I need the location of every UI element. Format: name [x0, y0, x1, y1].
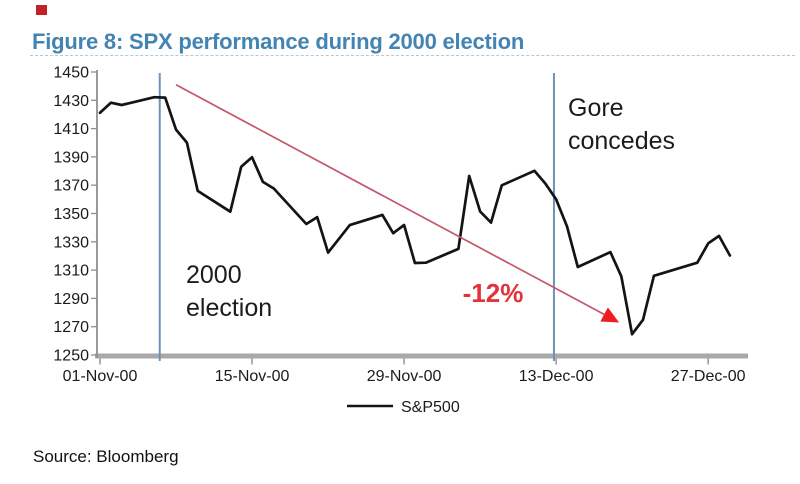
figure-title: Figure 8: SPX performance during 2000 el… [32, 29, 525, 54]
y-tick-label: 1350 [53, 206, 89, 223]
annotation-gore-concedes-line2: concedes [568, 127, 675, 155]
y-tick-label: 1250 [53, 348, 89, 365]
x-tick-label: 29-Nov-00 [367, 368, 442, 385]
x-tick-label: 01-Nov-00 [63, 368, 138, 385]
y-tick-label: 1310 [53, 263, 89, 280]
annotation-gore-concedes-line1: Gore [568, 94, 624, 122]
spx-performance-chart: 1450 1430 1410 1390 1370 1350 1330 1310 1290 1270… [53, 65, 748, 416]
legend-label: S&P500 [401, 399, 460, 416]
y-tick-label: 1330 [53, 234, 89, 251]
y-tick-label: 1410 [53, 121, 89, 138]
x-tick-label: 13-Dec-00 [519, 368, 594, 385]
y-tick-label: 1390 [53, 149, 89, 166]
annotation-2000-election-line1: 2000 [186, 261, 242, 289]
trend-arrowhead-icon [600, 307, 620, 323]
y-tick-label: 1290 [53, 291, 89, 308]
title-underline [30, 55, 795, 56]
y-tick-label: 1450 [53, 65, 89, 82]
red-square-icon [36, 5, 47, 15]
x-tick-label: 27-Dec-00 [671, 368, 746, 385]
source-note: Source: Bloomberg [33, 447, 179, 466]
y-tick-label: 1370 [53, 178, 89, 195]
trend-pct-label: -12% [463, 278, 524, 308]
spx-series-line [98, 95, 732, 336]
x-tick-label: 15-Nov-00 [215, 368, 290, 385]
annotation-2000-election-line2: election [186, 294, 272, 322]
trend-arrow-line [175, 83, 605, 316]
y-tick-label: 1430 [53, 93, 89, 110]
y-tick-label: 1270 [53, 319, 89, 336]
